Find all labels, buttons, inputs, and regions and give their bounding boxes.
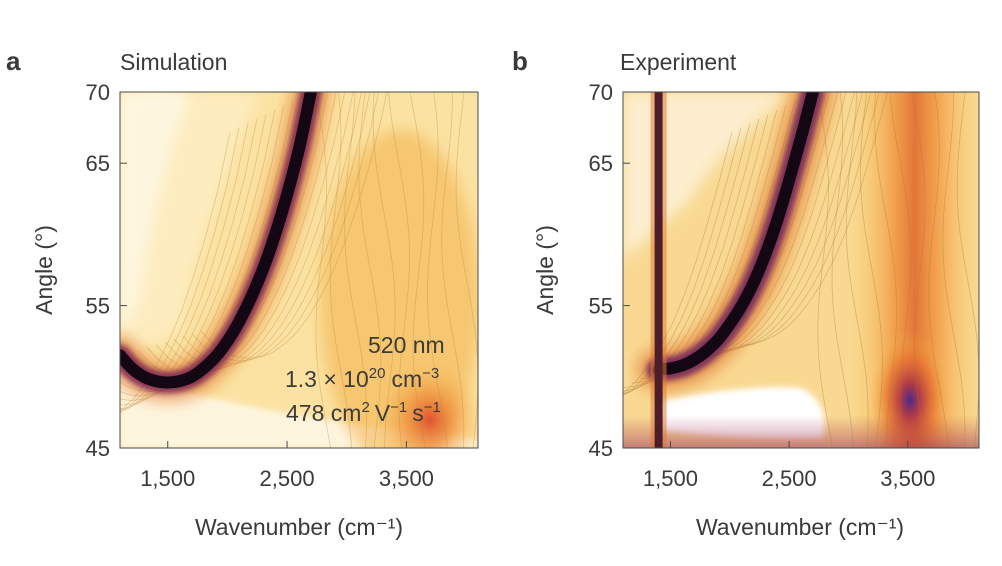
panel-b-resonance-curve: [652, 92, 819, 376]
annotation-mobility-exp3: −1: [424, 399, 441, 416]
panel-a-letter: a: [6, 46, 21, 76]
annotation-thickness: 520 nm: [368, 332, 445, 358]
annotation-density-base: 1.3 × 10: [285, 366, 369, 392]
y-tick-label: 45: [86, 436, 110, 461]
annotation-mobility-v: V: [375, 400, 391, 426]
annotation-mobility-base: 478 cm: [286, 400, 361, 426]
panel-b-ticks: 1,500 2,500 3,500 45 55 65 70: [589, 80, 936, 491]
x-tick-label: 1,500: [140, 466, 195, 491]
panel-b-title: Experiment: [620, 49, 737, 75]
x-tick-label: 2,500: [260, 466, 315, 491]
contour-line: [344, 92, 368, 448]
panel-a-resonance-curve: [120, 92, 317, 389]
x-tick-label: 1,500: [643, 466, 698, 491]
contour-line: [928, 92, 950, 448]
panel-b-ylabel: Angle (°): [532, 225, 558, 315]
contour-line: [120, 132, 231, 412]
contour-line: [329, 92, 353, 448]
panel-a: a Simulation 1,500 2,500 3,500 45 55 65 70 Wav…: [6, 46, 479, 540]
contour-line: [817, 92, 833, 448]
panel-b: b Experiment 1,500 2,500 3,500 45 55 65 70 Wav…: [512, 46, 980, 540]
panel-b-frame: [622, 91, 980, 449]
panel-a-hot-spot: [375, 360, 478, 448]
contour-line: [831, 92, 854, 448]
contour-line: [739, 92, 889, 346]
annotation-density: 1.3 × 1020 cm−3: [285, 365, 439, 392]
contour-line: [845, 92, 869, 448]
contour-line: [721, 92, 872, 352]
panel-a-heatmap: [120, 92, 478, 448]
contour-line: [942, 92, 966, 448]
y-tick-label: 55: [589, 294, 613, 319]
annotation-mobility-exp1: 2: [361, 399, 369, 416]
contour-line: [315, 92, 332, 448]
annotation-density-unit-exponent: −3: [422, 365, 439, 382]
annotation-density-exponent: 20: [369, 365, 386, 382]
contour-line: [889, 92, 912, 448]
panel-b-bottom-glow: [623, 415, 979, 448]
y-tick-label: 70: [86, 80, 110, 105]
annotation-density-unit: cm: [391, 366, 422, 392]
y-tick-label: 45: [589, 436, 613, 461]
annotation-mobility-exp2: −1: [390, 399, 407, 416]
x-tick-label: 3,500: [880, 466, 935, 491]
contour-line: [388, 92, 410, 448]
panel-a-title: Simulation: [120, 49, 227, 75]
panel-b-absorption-line: [650, 92, 667, 448]
panel-a-upper-left-tint: [120, 92, 260, 360]
y-tick-label: 65: [589, 151, 613, 176]
panel-b-xlabel: Wavenumber (cm⁻¹): [696, 514, 904, 540]
contour-line: [372, 92, 396, 448]
panel-a-bottom-wedge: [120, 370, 478, 448]
contour-line: [730, 92, 880, 349]
contour-line: [358, 92, 382, 448]
contour-line: [910, 92, 927, 448]
panel-a-ylabel: Angle (°): [31, 225, 57, 315]
contour-line: [426, 92, 448, 448]
y-tick-label: 55: [86, 294, 110, 319]
annotation-mobility-s: s: [412, 400, 424, 426]
annotation-mobility: 478 cm2 V−1 s−1: [286, 399, 441, 426]
x-tick-label: 2,500: [762, 466, 817, 491]
x-tick-label: 3,500: [379, 466, 434, 491]
panel-b-heatmap: [623, 92, 979, 448]
contour-line: [409, 92, 426, 448]
absorption-line-core: [654, 92, 663, 448]
panel-a-frame: [119, 91, 479, 449]
panel-b-letter: b: [512, 46, 528, 76]
contour-line: [860, 92, 883, 448]
y-tick-label: 65: [86, 151, 110, 176]
y-tick-label: 70: [589, 80, 613, 105]
contour-line: [441, 92, 465, 448]
panel-a-ticks: 1,500 2,500 3,500 45 55 65 70: [86, 80, 434, 491]
panel-a-xlabel: Wavenumber (cm⁻¹): [195, 514, 403, 540]
contour-line: [874, 92, 898, 448]
